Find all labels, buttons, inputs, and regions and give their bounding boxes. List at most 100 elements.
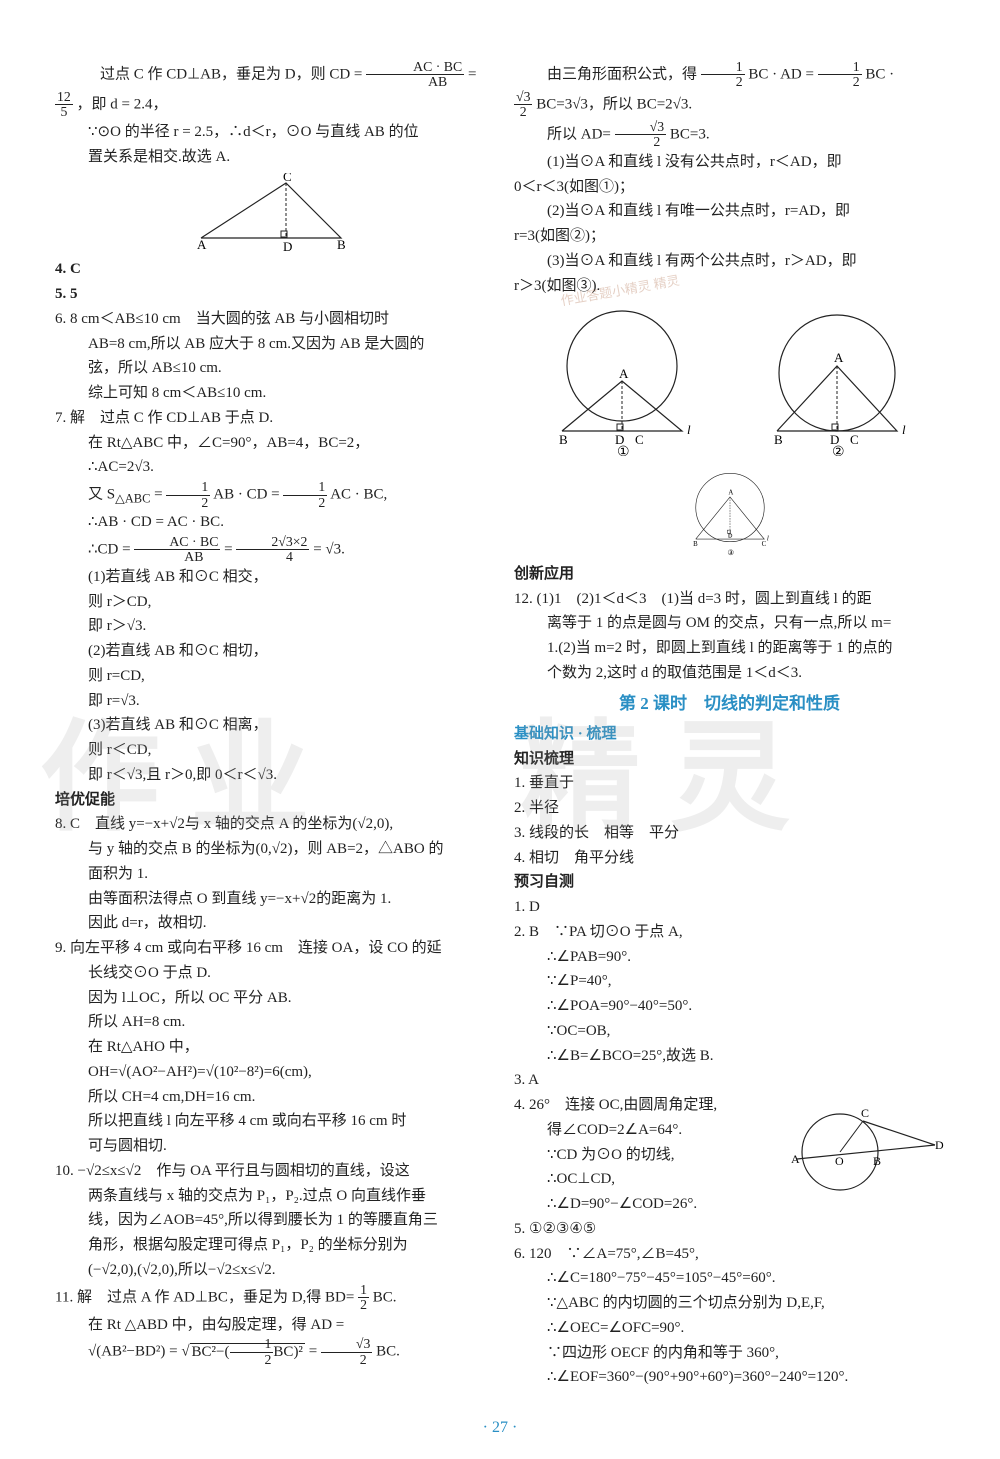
text: ∵△ABC 的内切圆的三个切点分别为 D,E,F, xyxy=(514,1291,945,1316)
text: 即 r＞√3. xyxy=(55,614,486,639)
text: ∴∠OEC=∠OFC=90°. xyxy=(514,1316,945,1341)
text: 线，因为∠AOB=45°,所以得到腰长为 1 的等腰直角三 xyxy=(55,1208,486,1233)
tangent-circle-diagram: A B C D O xyxy=(785,1097,945,1207)
svg-text:O: O xyxy=(835,1154,844,1168)
text: 3. 线段的长 相等 平分 xyxy=(514,821,945,846)
text: 0＜r＜3(如图①)； xyxy=(514,175,945,200)
text: 2. 半径 xyxy=(514,796,945,821)
text: (2)若直线 AB 和⊙C 相切， xyxy=(55,639,486,664)
text: 6. 8 cm＜AB≤10 cm 当大圆的弦 AB 与小圆相切时 xyxy=(55,307,486,332)
svg-text:②: ② xyxy=(832,445,845,456)
text: 因此 d=r，故相切. xyxy=(55,911,486,936)
svg-text:C: C xyxy=(861,1106,869,1120)
svg-text:C: C xyxy=(761,541,766,548)
text: 1.(2)当 m=2 时，即圆上到直线 l 的距离等于 1 的点的 xyxy=(514,636,945,661)
svg-text:C: C xyxy=(850,432,859,447)
subsection: 知识梳理 xyxy=(514,747,945,772)
text: 长线交⊙O 于点 D. xyxy=(55,961,486,986)
svg-text:A: A xyxy=(619,366,629,381)
text: 则 r=CD, xyxy=(55,664,486,689)
text: 所以 AH=8 cm. xyxy=(55,1010,486,1035)
text: ∴∠POA=90°−40°=50°. xyxy=(514,994,945,1019)
circle-diagram-3: A B C D l ③ xyxy=(630,468,830,558)
text: ∵OC=OB, xyxy=(514,1019,945,1044)
text: √(AB²−BD²) = √BC²−(12BC)² = √32 BC. xyxy=(55,1337,486,1367)
text: 由三角形面积公式，得 12 BC · AD = 12 BC · xyxy=(514,60,945,90)
svg-text:A: A xyxy=(197,237,207,252)
svg-text:①: ① xyxy=(617,445,630,456)
text: 所以 CH=4 cm,DH=16 cm. xyxy=(55,1085,486,1110)
text: 11. 解 过点 A 作 AD⊥BC，垂足为 D,得 BD= 12 BC. xyxy=(55,1283,486,1313)
svg-text:D: D xyxy=(283,239,292,253)
text: (3)若直线 AB 和⊙C 相离， xyxy=(55,713,486,738)
text: 弦，所以 AB≤10 cm. xyxy=(55,356,486,381)
text: r=3(如图②)； xyxy=(514,224,945,249)
svg-text:l: l xyxy=(687,422,691,437)
svg-text:B: B xyxy=(774,432,783,447)
text: 综上可知 8 cm＜AB≤10 cm. xyxy=(55,381,486,406)
text: AB=8 cm,所以 AB 应大于 8 cm.又因为 AB 是大圆的 xyxy=(55,332,486,357)
text: ∴∠EOF=360°−(90°+90°+60°)=360°−240°=120°. xyxy=(514,1365,945,1390)
svg-text:C: C xyxy=(635,432,644,447)
text: 两条直线与 x 轴的交点为 P₁，P₂.过点 O 向直线作垂 xyxy=(55,1184,486,1209)
svg-text:A: A xyxy=(791,1152,800,1166)
text: 面积为 1. xyxy=(55,862,486,887)
text: (−√2,0),(√2,0),所以−√2≤x≤√2. xyxy=(55,1258,486,1283)
text: (2)当⊙A 和直线 l 有唯一公共点时，r=AD，即 xyxy=(514,199,945,224)
text: ∴AC=2√3. xyxy=(55,455,486,480)
text: 1. D xyxy=(514,895,945,920)
text: 可与圆相切. xyxy=(55,1134,486,1159)
svg-text:B: B xyxy=(693,541,698,548)
lesson-title: 第 2 课时 切线的判定和性质 xyxy=(514,690,945,718)
answer: 5. 5 xyxy=(55,282,486,307)
svg-text:C: C xyxy=(283,173,292,184)
text: 所以把直线 l 向左平移 4 cm 或向右平移 16 cm 时 xyxy=(55,1109,486,1134)
text: 角形，根据勾股定理可得点 P₁，P₂ 的坐标分别为 xyxy=(55,1233,486,1258)
text: 与 y 轴的交点 B 的坐标为(0,√2)，则 AB=2，△ABO 的 xyxy=(55,837,486,862)
svg-text:D: D xyxy=(935,1138,944,1152)
text: 因为 l⊥OC，所以 OC 平分 AB. xyxy=(55,986,486,1011)
text: 5. ①②③④⑤ xyxy=(514,1217,945,1242)
text: ∵CD 为⊙O 的切线, xyxy=(514,1143,777,1168)
triangle-diagram: A B C D xyxy=(171,173,371,253)
text: 则 r＜CD, xyxy=(55,738,486,763)
text: 12. (1)1 (2)1＜d＜3 (1)当 d=3 时，圆上到直线 l 的距 xyxy=(514,587,945,612)
text: 4. 相切 角平分线 xyxy=(514,846,945,871)
text: (1)若直线 AB 和⊙C 相交， xyxy=(55,565,486,590)
text: 1. 垂直于 xyxy=(514,771,945,796)
circle-diagram-1: A B C D l ① xyxy=(537,306,707,456)
subsection: 预习自测 xyxy=(514,870,945,895)
text: 所以 AD= √32 BC=3. xyxy=(514,120,945,150)
svg-text:B: B xyxy=(559,432,568,447)
text: 过点 C 作 CD⊥AB，垂足为 D，则 CD = AC · BCAB = xyxy=(55,60,486,90)
text: 7. 解 过点 C 作 CD⊥AB 于点 D. xyxy=(55,406,486,431)
circle-diagram-2: A B C D l ② xyxy=(752,306,922,456)
circle-diagrams-row: A B C D l ① A B C D l ② xyxy=(514,302,945,460)
text: 在 Rt△ABC 中，∠C=90°，AB=4，BC=2， xyxy=(55,431,486,456)
svg-text:D: D xyxy=(727,533,732,540)
section-heading: 创新应用 xyxy=(514,562,945,587)
svg-text:③: ③ xyxy=(727,548,734,557)
text: 3. A xyxy=(514,1068,945,1093)
text: ∴OC⊥CD, xyxy=(514,1167,777,1192)
text: ∴∠D=90°−∠COD=26°. xyxy=(514,1192,777,1217)
text: 2. B ∵PA 切⊙O 于点 A, xyxy=(514,920,945,945)
text: ∵⊙O 的半径 r = 2.5，∴d＜r，⊙O 与直线 AB 的位 xyxy=(55,120,486,145)
right-column: 由三角形面积公式，得 12 BC · AD = 12 BC · √32 BC=3… xyxy=(514,60,945,1390)
svg-text:B: B xyxy=(337,237,346,252)
text: 125 ，即 d = 2.4， xyxy=(55,90,486,120)
text: 得∠COD=2∠A=64°. xyxy=(514,1118,777,1143)
text: ∴∠C=180°−75°−45°=105°−45°=60°. xyxy=(514,1266,945,1291)
left-column: 过点 C 作 CD⊥AB，垂足为 D，则 CD = AC · BCAB = 12… xyxy=(55,60,486,1390)
text: 在 Rt △ABD 中，由勾股定理，得 AD = xyxy=(55,1313,486,1338)
text: 即 r＜√3,且 r＞0,即 0＜r＜√3. xyxy=(55,763,486,788)
text: (1)当⊙A 和直线 l 没有公共点时，r＜AD，即 xyxy=(514,150,945,175)
text: 离等于 1 的点是圆与 OM 的交点，只有一点,所以 m= xyxy=(514,611,945,636)
text: 由等面积法得点 O 到直线 y=−x+√2的距离为 1. xyxy=(55,887,486,912)
section-heading: 培优促能 xyxy=(55,788,486,813)
text: 个数为 2,这时 d 的取值范围是 1＜d＜3. xyxy=(514,661,945,686)
text: ∴∠PAB=90°. xyxy=(514,945,945,970)
text: ∵∠P=40°, xyxy=(514,969,945,994)
text: 10. −√2≤x≤√2 作与 OA 平行且与圆相切的直线，设这 xyxy=(55,1159,486,1184)
svg-text:A: A xyxy=(834,350,844,365)
